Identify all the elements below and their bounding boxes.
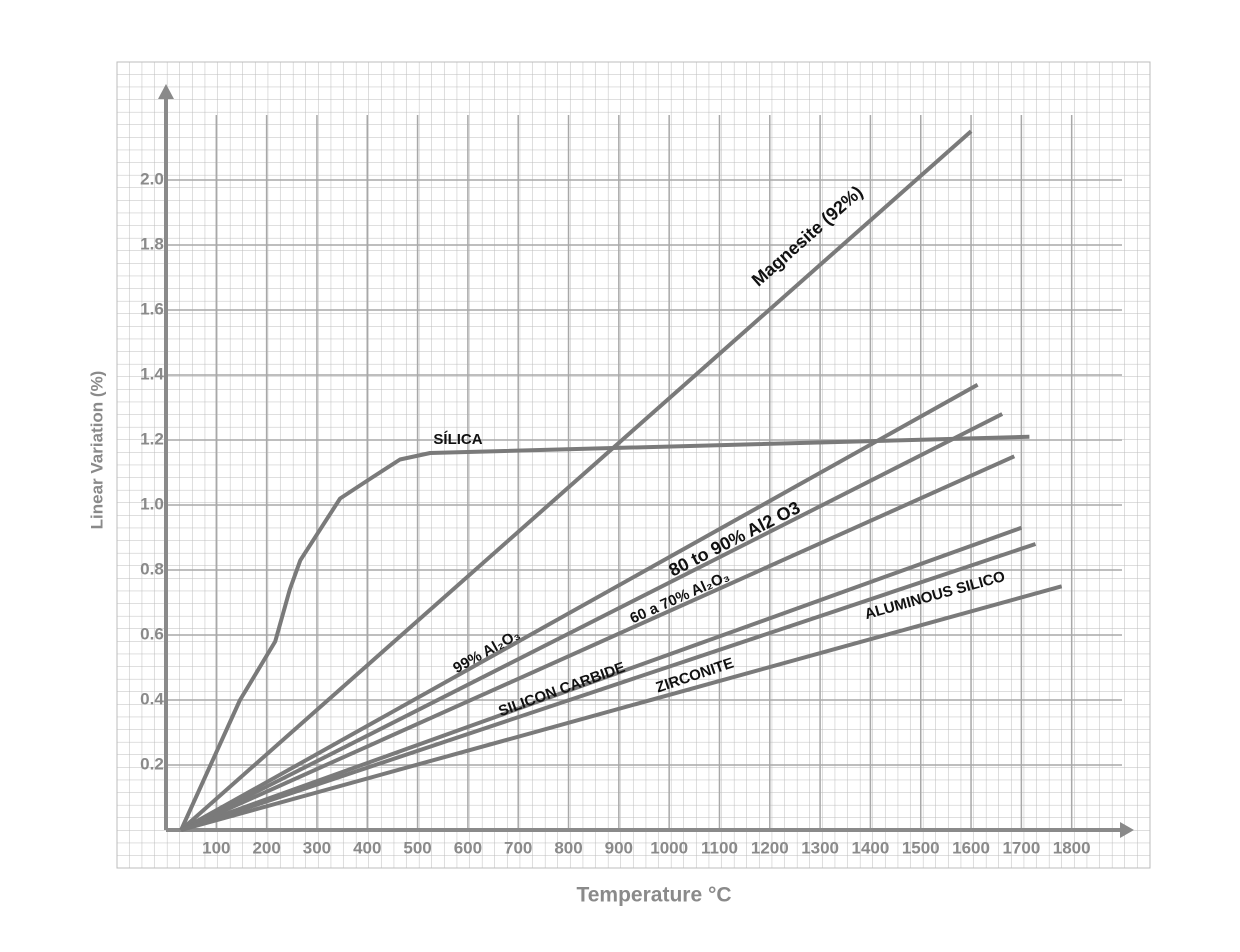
y-axis-label: Linear Variation (%)	[87, 371, 106, 530]
x-tick-label: 400	[353, 838, 381, 857]
series-line	[180, 412, 1004, 832]
series-line	[180, 383, 979, 832]
series-label: SÍLICA	[433, 431, 482, 448]
y-tick-label: 1.6	[140, 299, 164, 318]
y-tick-label: 0.8	[140, 559, 164, 578]
series-line	[179, 129, 973, 832]
x-tick-label: 1100	[701, 838, 738, 857]
x-tick-label: 900	[605, 838, 633, 857]
x-tick-label: 600	[454, 838, 482, 857]
y-tick-label: 1.2	[140, 429, 164, 448]
y-tick-label: 1.0	[140, 494, 164, 513]
x-tick-label: 1700	[1002, 838, 1040, 857]
x-tick-label: 1600	[952, 838, 990, 857]
y-axis-arrow	[158, 84, 174, 99]
x-axis-arrow	[1120, 822, 1134, 838]
series-line	[180, 454, 1016, 832]
x-tick-label: 300	[303, 838, 331, 857]
y-tick-label: 0.6	[140, 624, 164, 643]
series-line	[180, 584, 1063, 832]
series-line	[179, 434, 1030, 831]
x-tick-label: 1300	[801, 838, 839, 857]
y-tick-label: 0.4	[140, 689, 164, 708]
x-tick-label: 1000	[650, 838, 688, 857]
x-axis-label: Temperature °C	[576, 884, 731, 907]
x-tick-label: 800	[554, 838, 582, 857]
x-tick-label: 1200	[751, 838, 789, 857]
x-tick-label: 100	[202, 838, 230, 857]
x-tick-label: 1500	[902, 838, 940, 857]
x-tick-label: 200	[252, 838, 280, 857]
x-tick-label: 1800	[1053, 838, 1091, 857]
y-tick-label: 0.2	[140, 754, 164, 773]
series-line	[180, 525, 1023, 832]
y-tick-label: 2.0	[140, 169, 164, 188]
series-line	[180, 542, 1037, 832]
x-tick-label: 500	[403, 838, 431, 857]
x-tick-label: 1400	[852, 838, 890, 857]
y-tick-label: 1.4	[140, 364, 164, 383]
x-tick-label: 700	[504, 838, 532, 857]
y-tick-label: 1.8	[140, 234, 164, 253]
